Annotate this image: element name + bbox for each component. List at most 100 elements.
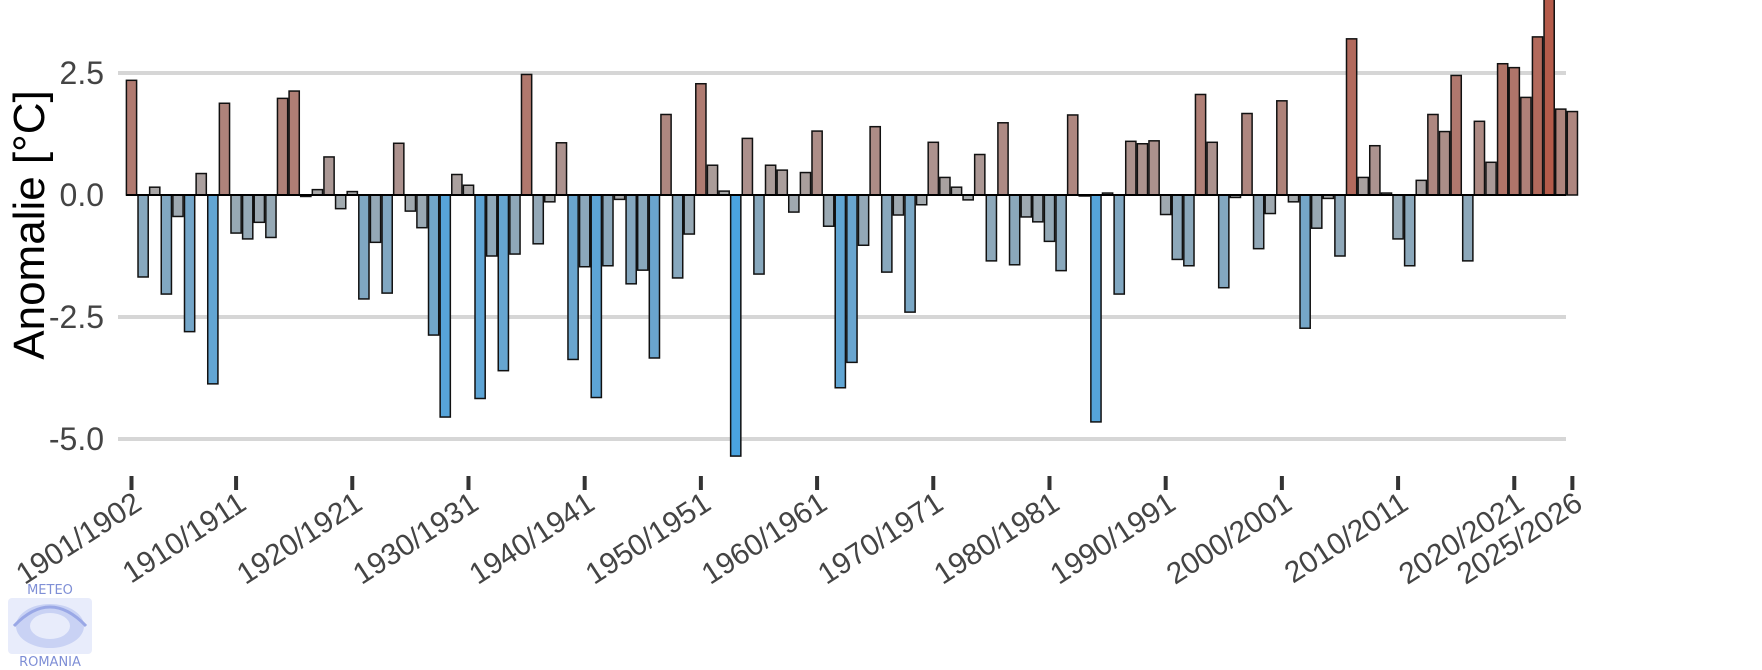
bar-1930 (462, 184, 475, 196)
bar-1994 (1206, 141, 1219, 196)
bar-1961 (822, 194, 835, 227)
bar-1944 (625, 194, 638, 285)
bar-2010 (1392, 194, 1404, 240)
bar-1966 (880, 194, 893, 273)
bar-1987 (1124, 140, 1137, 196)
bar-2021 (1520, 96, 1532, 196)
bar-2024 (1554, 108, 1567, 196)
bar-1956 (764, 164, 777, 196)
bar-1925 (404, 194, 417, 212)
bar-1912 (253, 194, 266, 224)
bar-1950 (695, 82, 707, 196)
bar-2005 (1334, 194, 1346, 257)
bar-2007 (1357, 176, 1370, 196)
bar-2017 (1473, 120, 1486, 196)
bar-2011 (1403, 194, 1416, 267)
bar-1907 (195, 172, 208, 196)
x-tick-label: 1960/1961 (696, 486, 833, 591)
bar-1929 (451, 173, 463, 196)
bar-2014 (1438, 130, 1451, 196)
bar-2019 (1496, 62, 1509, 196)
bar-1993 (1194, 93, 1207, 196)
bar-1931 (474, 194, 486, 400)
bar-1938 (555, 142, 568, 196)
bar-1980 (1043, 194, 1056, 243)
bar-1926 (416, 194, 428, 229)
bar-1964 (857, 194, 870, 247)
bar-1904 (160, 194, 173, 295)
bar-1948 (671, 194, 684, 279)
bar-1906 (183, 194, 196, 333)
bar-2022 (1531, 36, 1544, 196)
bar-1977 (1008, 194, 1021, 266)
bar-1955 (753, 194, 765, 275)
bar-1939 (567, 194, 579, 361)
bar-1942 (602, 194, 614, 267)
bar-1902 (137, 194, 149, 278)
bar-1999 (1264, 194, 1277, 215)
bar-1958 (787, 194, 800, 213)
bar-2008 (1368, 144, 1381, 196)
bar-1949 (683, 194, 696, 235)
bar-1937 (543, 194, 556, 203)
bar-1951 (706, 164, 719, 196)
bar-2020 (1508, 66, 1521, 196)
y-tick-label: -5.0 (49, 421, 104, 457)
bar-1934 (509, 194, 521, 255)
bar-1941 (590, 194, 603, 399)
bar-1981 (1055, 194, 1067, 272)
x-tick-label: 1980/1981 (928, 486, 1065, 591)
bar-1914 (276, 97, 289, 196)
bar-1972 (950, 186, 963, 196)
bar-1954 (741, 137, 754, 196)
x-tick-label: 1950/1951 (580, 486, 717, 591)
bar-1908 (206, 194, 219, 385)
bar-2016 (1461, 194, 1474, 262)
bar-1932 (485, 194, 498, 257)
bar-1915 (288, 90, 301, 196)
bar-1924 (392, 142, 405, 196)
bar-1970 (927, 141, 940, 196)
bar-1922 (369, 194, 382, 244)
bar-1935 (520, 73, 533, 196)
bar-1936 (532, 194, 545, 245)
bar-1946 (648, 194, 661, 359)
bar-2000 (1276, 100, 1288, 196)
bar-1910 (230, 194, 242, 234)
bar-1969 (915, 194, 928, 206)
bar-1921 (358, 194, 370, 300)
bar-1979 (1032, 194, 1044, 223)
bar-2025 (1566, 110, 1579, 196)
bar-1923 (381, 194, 393, 294)
x-tick-label: 1930/1931 (347, 486, 484, 591)
bar-1947 (660, 113, 672, 196)
bar-1903 (148, 186, 161, 196)
bar-1905 (172, 194, 184, 218)
y-axis: 2.5 0.0 -2.5 -5.0 (49, 55, 104, 457)
logo-text-top: METEO (27, 583, 73, 598)
x-axis: 1901/19021910/19111920/19211930/19311940… (10, 476, 1588, 591)
bar-1978 (1020, 194, 1033, 218)
bar-1992 (1183, 194, 1195, 267)
bar-1967 (892, 194, 905, 216)
x-tick-label: 2010/2011 (1279, 486, 1414, 590)
bar-1959 (799, 171, 812, 196)
bar-2012 (1415, 179, 1428, 196)
bar-1997 (1241, 112, 1253, 196)
bar-2006 (1345, 38, 1358, 196)
y-tick-label: 2.5 (60, 55, 104, 91)
bars (125, 0, 1579, 457)
bar-2013 (1427, 113, 1439, 196)
bar-1909 (218, 102, 231, 196)
bar-2023 (1543, 0, 1555, 196)
bar-1975 (985, 194, 998, 262)
x-tick-label: 1920/1921 (231, 486, 368, 591)
bar-1984 (1090, 194, 1102, 423)
bar-1971 (939, 176, 951, 196)
x-tick-label: 2000/2001 (1161, 486, 1298, 591)
y-tick-label: -2.5 (49, 299, 104, 335)
bar-1986 (1113, 194, 1126, 295)
bar-1990 (1159, 194, 1172, 216)
y-tick-label: 0.0 (60, 177, 104, 213)
